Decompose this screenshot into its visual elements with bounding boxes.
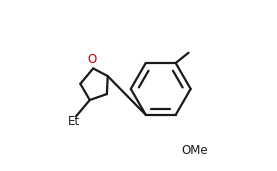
Text: Et: Et: [68, 115, 80, 128]
Text: OMe: OMe: [181, 144, 208, 157]
Text: O: O: [88, 53, 97, 66]
